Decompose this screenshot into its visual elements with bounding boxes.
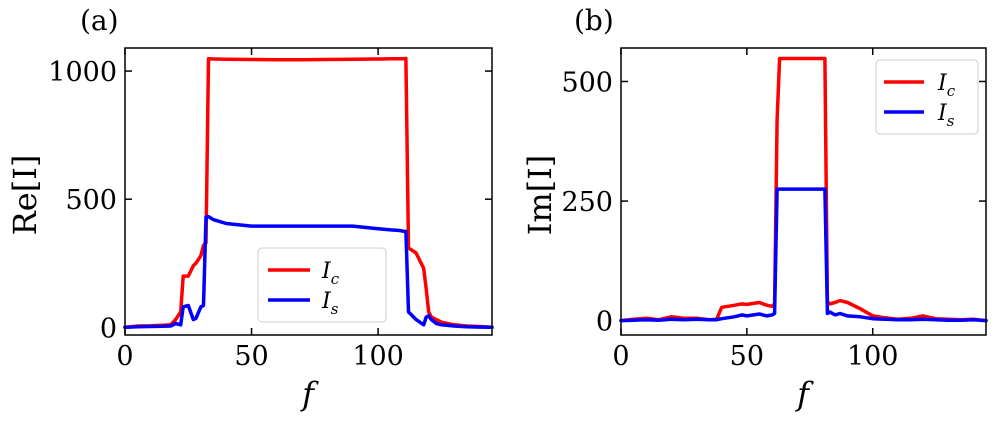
panel-a-label: (a) <box>80 4 119 37</box>
panel-a-xtick-label-2: 100 <box>352 341 404 372</box>
panel-a-frame <box>124 47 493 336</box>
panel-b-legend: Ic Is <box>875 59 979 135</box>
panel-b-ylabel: Im[I] <box>521 155 559 236</box>
panel-b-legend-label-is: Is <box>937 101 955 130</box>
panel-b-ytick-label-1: 250 <box>561 187 613 218</box>
panel-a-ytick-label-0: 0 <box>100 313 117 344</box>
panel-b-xtick-label-2: 100 <box>847 341 899 372</box>
panel-b-legend-label-ic: Ic <box>937 71 956 100</box>
panel-a-legend-label-ic: Ic <box>321 259 340 288</box>
panel-a-legend-box <box>257 247 387 323</box>
panel-b-xtick-label-1: 50 <box>730 341 764 372</box>
panel-a-legend: Ic Is <box>257 247 387 323</box>
panel-a-ylabel: Re[I] <box>6 155 44 236</box>
panel-a-series-is <box>123 214 494 330</box>
panel-b-frame <box>620 47 987 336</box>
panel-a-xlabel: f <box>300 375 319 413</box>
panel-b-label: (b) <box>574 4 614 37</box>
panel-b-series-is <box>619 187 988 323</box>
panel-b-ytick-label-2: 500 <box>561 67 613 98</box>
panel-b-xlabel: f <box>795 375 814 413</box>
panel-a-xtick-label-1: 50 <box>234 341 268 372</box>
panel-b-xtick-label-0: 0 <box>612 341 629 372</box>
panel-b-ytick-label-0: 0 <box>596 307 613 338</box>
panel-a-xtick-label-0: 0 <box>116 341 133 372</box>
panel-b-legend-box <box>875 59 979 135</box>
panel-b: (b) Im[I] f 0 50 100 0 250 500 Ic Is <box>521 4 988 413</box>
panel-a-legend-label-is: Is <box>321 289 339 318</box>
panel-a-ytick-label-2: 1000 <box>48 57 117 88</box>
panel-a-ytick-label-1: 500 <box>65 185 117 216</box>
